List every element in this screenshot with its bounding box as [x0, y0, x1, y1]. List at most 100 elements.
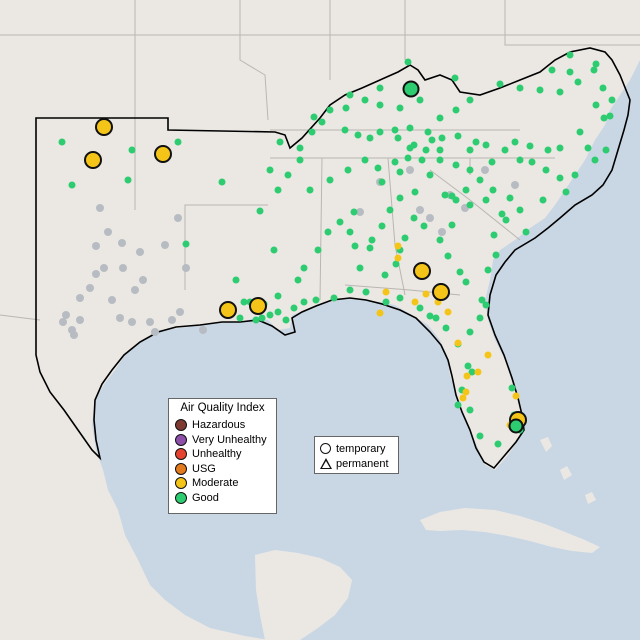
- good-sensor[interactable]: [424, 128, 432, 136]
- good-sensor[interactable]: [591, 156, 599, 164]
- good-sensor[interactable]: [516, 206, 524, 214]
- sensor-markers[interactable]: [58, 51, 616, 448]
- good-sensor[interactable]: [466, 328, 474, 336]
- good-sensor[interactable]: [482, 196, 490, 204]
- good-sensor[interactable]: [376, 128, 384, 136]
- good-sensor[interactable]: [406, 124, 414, 132]
- good-sensor[interactable]: [396, 294, 404, 302]
- no-data-sensor[interactable]: [131, 286, 139, 294]
- good-sensor[interactable]: [236, 314, 244, 322]
- good-sensor[interactable]: [508, 384, 516, 392]
- good-sensor[interactable]: [266, 311, 274, 319]
- good-sensor[interactable]: [462, 278, 470, 286]
- good-sensor[interactable]: [566, 68, 574, 76]
- good-sensor[interactable]: [466, 201, 474, 209]
- good-sensor[interactable]: [416, 96, 424, 104]
- moderate-sensor[interactable]: [394, 242, 402, 250]
- good-sensor[interactable]: [511, 138, 519, 146]
- no-data-sensor[interactable]: [176, 308, 184, 316]
- good-sensor[interactable]: [256, 207, 264, 215]
- good-sensor[interactable]: [411, 188, 419, 196]
- good-sensor[interactable]: [494, 440, 502, 448]
- good-sensor[interactable]: [218, 178, 226, 186]
- good-sensor[interactable]: [482, 141, 490, 149]
- good-sensor[interactable]: [324, 228, 332, 236]
- moderate-sensor[interactable]: [444, 308, 452, 316]
- good-sensor[interactable]: [404, 154, 412, 162]
- good-sensor[interactable]: [502, 216, 510, 224]
- moderate-sensor[interactable]: [474, 368, 482, 376]
- good-sensor[interactable]: [232, 276, 240, 284]
- no-data-sensor[interactable]: [92, 270, 100, 278]
- good-sensor[interactable]: [341, 126, 349, 134]
- good-sensor[interactable]: [566, 51, 574, 59]
- good-sensor[interactable]: [528, 158, 536, 166]
- good-sensor[interactable]: [454, 132, 462, 140]
- good-sensor[interactable]: [336, 218, 344, 226]
- moderate-monitor[interactable]: [84, 151, 102, 169]
- good-sensor[interactable]: [282, 316, 290, 324]
- good-sensor[interactable]: [404, 58, 412, 66]
- moderate-sensor[interactable]: [411, 298, 419, 306]
- good-sensor[interactable]: [490, 231, 498, 239]
- moderate-sensor[interactable]: [422, 290, 430, 298]
- good-sensor[interactable]: [442, 324, 450, 332]
- good-sensor[interactable]: [438, 134, 446, 142]
- good-sensor[interactable]: [270, 246, 278, 254]
- good-sensor[interactable]: [466, 166, 474, 174]
- good-sensor[interactable]: [416, 304, 424, 312]
- good-sensor[interactable]: [354, 131, 362, 139]
- good-sensor[interactable]: [476, 176, 484, 184]
- no-data-sensor[interactable]: [62, 311, 70, 319]
- good-sensor[interactable]: [310, 113, 318, 121]
- good-sensor[interactable]: [478, 296, 486, 304]
- good-sensor[interactable]: [392, 260, 400, 268]
- no-data-sensor[interactable]: [118, 239, 126, 247]
- no-data-sensor[interactable]: [511, 181, 519, 189]
- no-data-sensor[interactable]: [76, 294, 84, 302]
- good-sensor[interactable]: [600, 114, 608, 122]
- no-data-sensor[interactable]: [426, 214, 434, 222]
- good-sensor[interactable]: [410, 214, 418, 222]
- moderate-monitor[interactable]: [95, 118, 113, 136]
- no-data-sensor[interactable]: [59, 318, 67, 326]
- good-sensor[interactable]: [466, 146, 474, 154]
- good-sensor[interactable]: [599, 84, 607, 92]
- no-data-sensor[interactable]: [438, 228, 446, 236]
- good-sensor[interactable]: [420, 222, 428, 230]
- no-data-sensor[interactable]: [151, 328, 159, 336]
- good-sensor[interactable]: [454, 401, 462, 409]
- good-sensor[interactable]: [492, 251, 500, 259]
- good-sensor[interactable]: [489, 186, 497, 194]
- good-sensor[interactable]: [376, 101, 384, 109]
- good-sensor[interactable]: [556, 144, 564, 152]
- moderate-monitor[interactable]: [154, 145, 172, 163]
- good-monitor[interactable]: [508, 418, 524, 434]
- good-sensor[interactable]: [592, 60, 600, 68]
- good-sensor[interactable]: [472, 138, 480, 146]
- no-data-sensor[interactable]: [199, 326, 207, 334]
- good-sensor[interactable]: [326, 176, 334, 184]
- good-sensor[interactable]: [448, 192, 456, 200]
- good-sensor[interactable]: [252, 316, 260, 324]
- good-sensor[interactable]: [606, 112, 614, 120]
- good-sensor[interactable]: [362, 288, 370, 296]
- good-sensor[interactable]: [571, 171, 579, 179]
- no-data-sensor[interactable]: [86, 284, 94, 292]
- good-sensor[interactable]: [452, 161, 460, 169]
- good-sensor[interactable]: [381, 271, 389, 279]
- no-data-sensor[interactable]: [128, 318, 136, 326]
- no-data-sensor[interactable]: [116, 314, 124, 322]
- good-sensor[interactable]: [240, 298, 248, 306]
- good-sensor[interactable]: [300, 264, 308, 272]
- good-sensor[interactable]: [306, 186, 314, 194]
- good-sensor[interactable]: [396, 104, 404, 112]
- good-sensor[interactable]: [312, 296, 320, 304]
- good-sensor[interactable]: [296, 156, 304, 164]
- no-data-sensor[interactable]: [119, 264, 127, 272]
- good-sensor[interactable]: [394, 134, 402, 142]
- moderate-sensor[interactable]: [454, 339, 462, 347]
- good-sensor[interactable]: [436, 146, 444, 154]
- good-sensor[interactable]: [406, 144, 414, 152]
- good-sensor[interactable]: [396, 194, 404, 202]
